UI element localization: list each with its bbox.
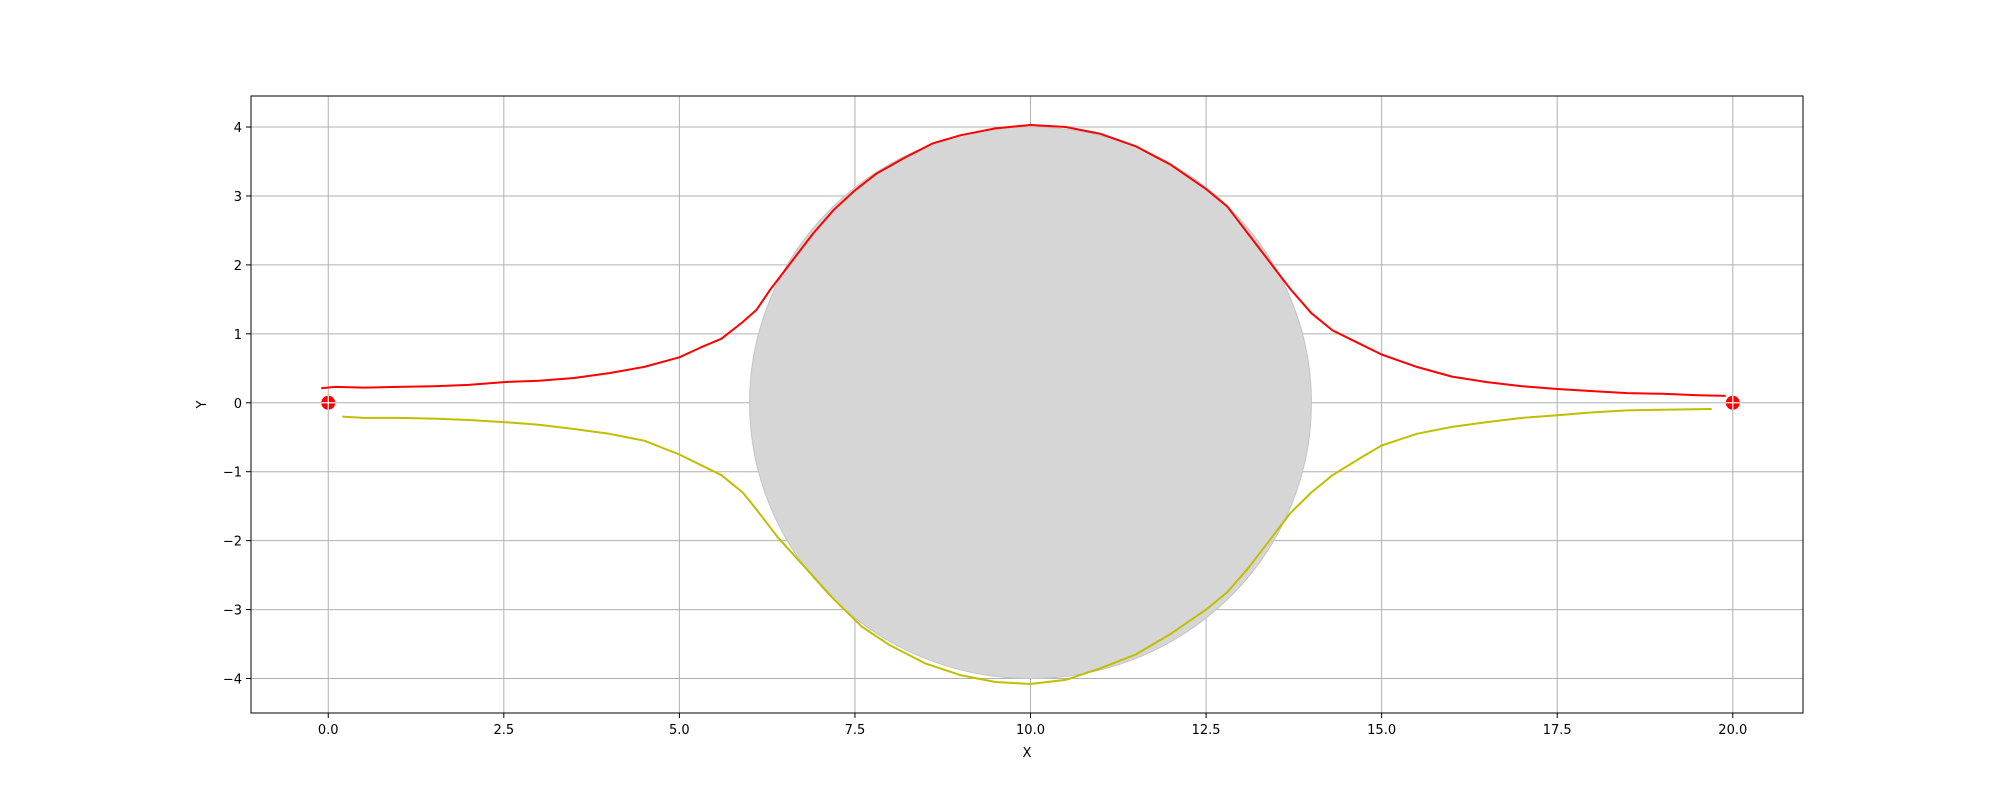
- x-axis-label: X: [1023, 746, 1032, 761]
- y-axis-label: Y: [195, 400, 210, 409]
- x-tick-label: 2.5: [493, 723, 514, 738]
- series-layer: [321, 124, 1726, 685]
- x-tick-label: 0.0: [318, 723, 339, 738]
- path-line-1: [321, 124, 1726, 397]
- y-tick-label: −3: [223, 604, 242, 619]
- y-tick-label: 1: [234, 328, 242, 343]
- y-tick-label: 0: [234, 397, 242, 412]
- x-tick-label: 20.0: [1718, 723, 1747, 738]
- y-tick-label: 3: [234, 190, 242, 205]
- plot-frame: [250, 95, 1804, 714]
- path-line-2: [342, 408, 1712, 685]
- x-tick-label: 17.5: [1543, 723, 1572, 738]
- obstacle-layer: [749, 126, 1312, 680]
- y-tick-label: 4: [234, 121, 242, 136]
- axis-ticks: 0.0 2.5 5.0 7.5 10.0 12.5 15.0 17.5 20.0 4 3 2 1 0 −1 −…: [223, 121, 1747, 738]
- x-tick-label: 5.0: [669, 723, 690, 738]
- y-tick-label: −2: [223, 535, 242, 550]
- y-tick-label: −1: [223, 466, 242, 481]
- x-tick-label: 10.0: [1016, 723, 1045, 738]
- x-tick-label: 12.5: [1192, 723, 1221, 738]
- x-tick-label: 15.0: [1367, 723, 1396, 738]
- obstacle-circle: [749, 126, 1312, 680]
- y-tick-label: 2: [234, 259, 242, 274]
- endpoint-markers: [321, 395, 1740, 410]
- y-tick-label: −4: [223, 673, 242, 688]
- x-tick-label: 7.5: [845, 723, 866, 738]
